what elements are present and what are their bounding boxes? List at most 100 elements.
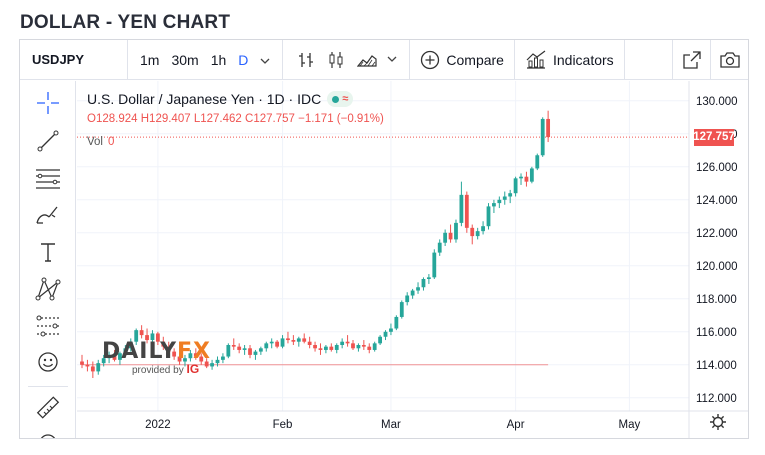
trend-line-icon[interactable] xyxy=(34,127,62,155)
candle xyxy=(524,171,529,187)
candle-body xyxy=(502,196,507,200)
candle-body xyxy=(275,341,280,347)
candle xyxy=(210,359,214,370)
candle xyxy=(307,336,312,349)
interval-30m[interactable]: 30m xyxy=(171,51,199,68)
candle-body xyxy=(529,168,534,182)
candle-body xyxy=(372,343,377,350)
candle xyxy=(188,349,193,362)
candle xyxy=(475,227,480,240)
candle xyxy=(237,343,242,354)
candle xyxy=(286,331,290,344)
candle-body xyxy=(118,353,122,360)
candle xyxy=(128,338,133,352)
projection-icon[interactable] xyxy=(34,312,62,340)
interval-1d[interactable]: D xyxy=(238,51,249,68)
open-label: O xyxy=(87,113,96,125)
chart-widget: USDJPY 1m 30m 1h D xyxy=(19,39,749,439)
candle xyxy=(150,330,155,345)
open-value: 128.924 xyxy=(95,113,138,125)
candle-body xyxy=(183,358,187,362)
provided-by-text: provided by IG xyxy=(132,362,200,376)
candle-body xyxy=(437,242,442,253)
plus-circle-icon xyxy=(420,50,440,70)
candle xyxy=(361,340,366,350)
candle-body xyxy=(405,295,410,303)
candle xyxy=(318,343,323,355)
candle xyxy=(101,354,106,367)
candle xyxy=(383,330,388,341)
candle xyxy=(508,189,513,204)
settings-gear-icon[interactable] xyxy=(710,414,726,430)
candles-icon[interactable] xyxy=(321,51,351,69)
candle xyxy=(535,153,540,171)
chart-legend: U.S. Dollar / Japanese Yen · 1D · IDC ≈ … xyxy=(87,91,384,148)
y-tick-label: 116.000 xyxy=(696,327,737,339)
candle xyxy=(96,359,101,375)
text-icon[interactable] xyxy=(34,238,62,266)
candle xyxy=(221,353,225,364)
candle-body xyxy=(378,336,382,344)
delayed-wave-icon: ≈ xyxy=(342,93,349,105)
indicators-button[interactable]: Indicators xyxy=(515,39,625,80)
candle-body xyxy=(145,335,149,341)
x-tick-label: 2022 xyxy=(145,419,171,431)
candle-body xyxy=(161,341,166,347)
candle xyxy=(519,173,523,185)
pattern-icon[interactable] xyxy=(34,275,62,303)
candle xyxy=(248,345,252,359)
candle-body xyxy=(519,176,523,179)
market-status-badge[interactable]: ≈ xyxy=(327,91,354,107)
candle xyxy=(448,224,453,243)
candle xyxy=(226,343,231,359)
snapshot-button[interactable] xyxy=(710,39,748,80)
candle xyxy=(421,277,426,291)
horizontal-lines-icon[interactable] xyxy=(34,164,62,192)
brush-icon[interactable] xyxy=(34,201,62,229)
popout-button[interactable] xyxy=(672,39,710,80)
candle-body xyxy=(421,279,426,288)
candle-body xyxy=(340,341,345,345)
last-price-tag: 127.757 xyxy=(693,128,735,146)
bar-chart-icon[interactable] xyxy=(291,51,321,69)
chevron-down-icon[interactable] xyxy=(254,52,276,68)
x-tick-label: Apr xyxy=(507,419,525,431)
candle-body xyxy=(231,345,236,347)
candle xyxy=(464,191,469,233)
chart-area[interactable]: 112.000 114.000 116.000 118.000 120.000 122.0… xyxy=(77,81,748,438)
chevron-down-icon[interactable] xyxy=(383,56,401,63)
area-chart-icon[interactable] xyxy=(351,51,383,69)
candle xyxy=(513,176,518,197)
change-value: −1.171 (−0.91%) xyxy=(298,113,384,125)
candle xyxy=(356,343,361,352)
top-toolbar: USDJPY 1m 30m 1h D xyxy=(20,39,748,80)
compare-button[interactable]: Compare xyxy=(410,39,515,80)
candle xyxy=(540,117,545,157)
candle-body xyxy=(481,226,485,232)
candle xyxy=(416,282,420,294)
interval-1m[interactable]: 1m xyxy=(140,51,160,68)
candle xyxy=(269,338,274,349)
candle-body xyxy=(139,330,144,336)
price-chart[interactable]: 112.000 114.000 116.000 118.000 120.000 122.0… xyxy=(77,81,748,438)
ruler-icon[interactable] xyxy=(34,394,62,422)
high-value: 129.407 xyxy=(149,113,191,125)
candle xyxy=(161,336,166,350)
interval-1h[interactable]: 1h xyxy=(210,51,227,68)
low-label: L xyxy=(193,113,201,125)
candle-body xyxy=(367,346,372,350)
candle-body xyxy=(470,227,475,237)
crosshair-icon[interactable] xyxy=(34,89,62,117)
candle-body xyxy=(334,345,339,350)
candle xyxy=(481,221,485,235)
candle xyxy=(215,356,220,367)
page-title: DOLLAR - YEN CHART xyxy=(20,12,231,33)
close-label: C xyxy=(245,113,254,125)
candle xyxy=(107,351,111,364)
magnet-icon[interactable] xyxy=(34,429,62,438)
candle-body xyxy=(345,341,350,344)
symbol-search[interactable]: USDJPY xyxy=(20,39,128,80)
emoji-icon[interactable] xyxy=(34,348,62,376)
candle xyxy=(123,345,128,357)
candle-body xyxy=(486,206,491,227)
